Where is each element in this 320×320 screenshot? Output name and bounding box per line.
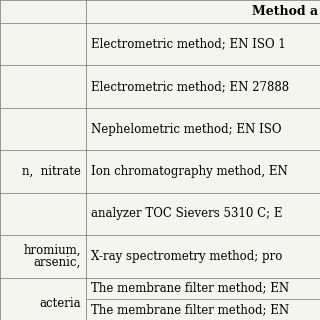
Text: Electrometric method; EN ISO 1: Electrometric method; EN ISO 1 (91, 38, 285, 51)
Text: Method a: Method a (252, 5, 318, 18)
Text: Nephelometric method; EN ISO: Nephelometric method; EN ISO (91, 123, 281, 136)
Text: hromium,: hromium, (23, 244, 81, 257)
Text: analyzer TOC Sievers 5310 C; E: analyzer TOC Sievers 5310 C; E (91, 207, 282, 220)
Text: Ion chromatography method, EN: Ion chromatography method, EN (91, 165, 287, 178)
Text: X-ray spectrometry method; pro: X-ray spectrometry method; pro (91, 250, 282, 263)
Text: The membrane filter method; EN: The membrane filter method; EN (91, 282, 289, 295)
Text: n,  nitrate: n, nitrate (22, 165, 81, 178)
Text: arsenic,: arsenic, (34, 256, 81, 269)
Text: Electrometric method; EN 27888: Electrometric method; EN 27888 (91, 80, 289, 93)
Text: acteria: acteria (39, 297, 81, 309)
Text: The membrane filter method; EN: The membrane filter method; EN (91, 303, 289, 316)
